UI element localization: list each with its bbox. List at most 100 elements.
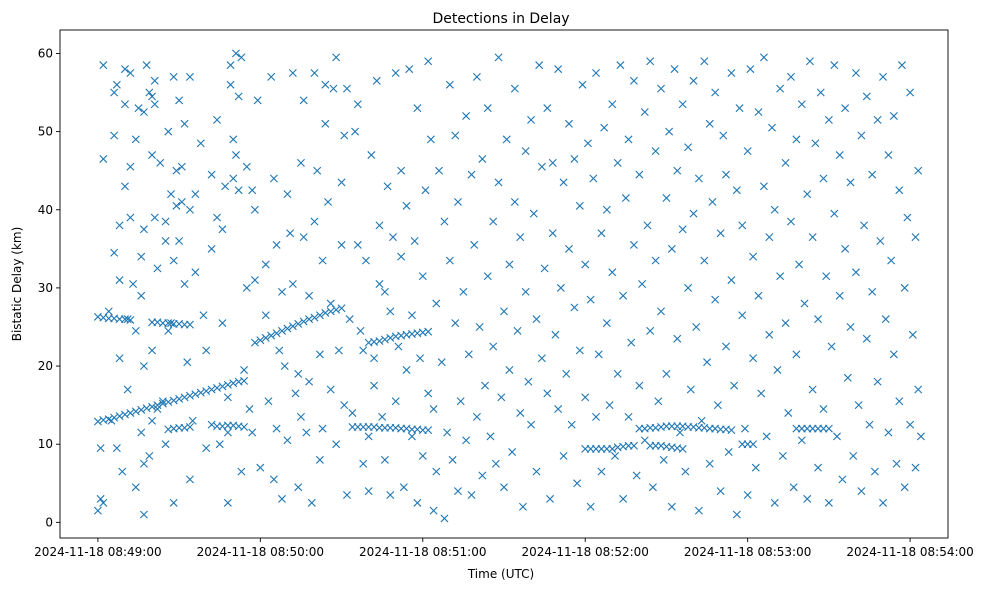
data-point [516,233,525,242]
data-point [548,158,557,167]
data-point [472,412,481,421]
data-point [110,131,119,140]
data-point [296,412,305,421]
data-point [332,305,341,314]
data-point [169,72,178,81]
data-point [180,119,189,128]
data-point [619,494,628,503]
data-point [318,424,327,433]
data-point [294,369,303,378]
data-point [161,237,170,246]
data-point [689,209,698,218]
data-point [835,291,844,300]
data-point [380,335,389,344]
data-point [824,424,833,433]
data-point [819,174,828,183]
data-point [118,467,127,476]
data-point [405,65,414,74]
data-point [240,365,249,374]
y-tick-label: 40 [38,203,53,217]
data-point [911,233,920,242]
data-point [708,197,717,206]
data-point [196,388,205,397]
data-point [505,365,514,374]
y-tick-label: 50 [38,125,53,139]
data-point [900,483,909,492]
data-point [139,510,148,519]
data-point [337,304,346,313]
data-point [602,205,611,214]
data-point [659,455,668,464]
data-point [104,307,113,316]
data-point [532,315,541,324]
data-point [451,131,460,140]
data-point [570,303,579,312]
data-point [646,57,655,66]
data-point [207,170,216,179]
data-point [459,287,468,296]
data-point [738,311,747,320]
data-point [161,440,170,449]
data-point [776,272,785,281]
data-point [137,428,146,437]
data-point [134,104,143,113]
x-tick-label: 2024-11-18 08:52:00 [521,545,648,559]
data-point [879,498,888,507]
data-point [250,205,259,214]
data-point [646,326,655,335]
data-point [803,494,812,503]
data-point [513,326,522,335]
data-point [142,61,151,70]
data-point [494,53,503,62]
data-point [326,385,335,394]
data-point [353,240,362,249]
data-point [185,320,194,329]
data-point [654,397,663,406]
data-point [167,190,175,199]
data-point [213,383,222,392]
data-point [380,455,389,464]
data-point [148,402,157,411]
data-point [629,240,638,249]
data-point [613,158,622,167]
data-point [429,506,438,515]
data-point [841,244,850,253]
data-point [765,330,774,339]
data-point [315,455,324,464]
data-point [851,68,860,77]
data-point [694,174,703,183]
data-point [638,280,647,288]
data-point [743,491,752,500]
data-point [892,459,901,468]
data-point [370,354,379,363]
data-point [139,362,148,371]
data-point [841,104,850,113]
data-point [597,229,606,238]
data-point [727,276,736,285]
data-point [380,287,389,296]
data-point [148,151,157,160]
data-point [667,502,676,511]
data-point [900,283,909,292]
data-point [237,53,246,62]
data-point [126,213,135,222]
data-point [172,166,181,175]
data-point [732,510,741,519]
data-point [402,365,411,374]
data-point [537,354,546,363]
data-point [897,61,906,70]
data-point [283,436,292,445]
data-point [470,240,479,249]
data-point [678,444,687,453]
data-point [413,498,422,507]
data-point [681,467,690,476]
data-point [112,444,121,453]
data-point [835,151,844,160]
data-point [768,123,777,132]
data-point [629,76,638,85]
data-point [250,276,259,285]
data-point [185,205,194,214]
data-point [497,393,506,402]
data-point [578,80,587,89]
data-point [740,424,749,433]
